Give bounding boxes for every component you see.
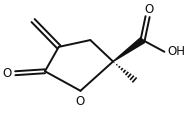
Text: OH: OH xyxy=(167,45,185,58)
Text: O: O xyxy=(76,95,85,108)
Polygon shape xyxy=(113,38,145,61)
Text: O: O xyxy=(144,3,153,16)
Text: O: O xyxy=(2,67,11,80)
